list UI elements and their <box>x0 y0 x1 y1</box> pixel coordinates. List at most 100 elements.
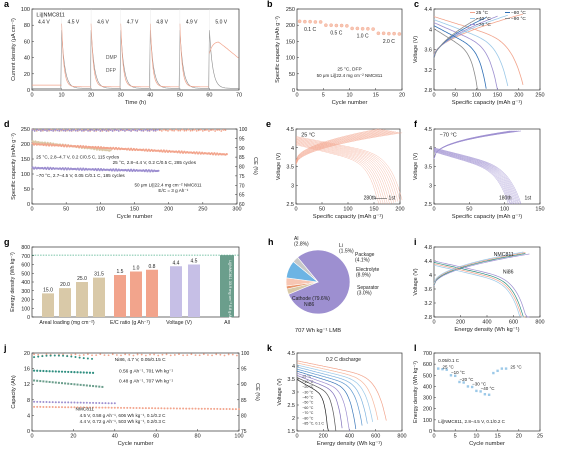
x-tick-label: 20 <box>399 93 405 99</box>
ce-point <box>44 129 46 132</box>
data-point <box>303 19 307 24</box>
ce-point <box>167 129 169 132</box>
x-tick-label: 10 <box>473 434 479 440</box>
y-tick-label: 0 <box>429 429 432 435</box>
capacity-point <box>85 401 88 404</box>
legend-label: −70 °C <box>476 22 491 28</box>
y-tick-label: 4 <box>429 27 432 33</box>
ce-point <box>91 357 94 360</box>
pie-caption: 707 Wh kg⁻¹ LMB <box>295 328 341 334</box>
ce-point <box>182 354 185 357</box>
x-axis-label: Energy density (Wh kg⁻¹) <box>454 327 519 333</box>
y-axis-label: Specific capacity (mAh g⁻¹) <box>275 16 281 83</box>
ce-point <box>82 354 85 356</box>
x-tick-label: 200 <box>319 434 328 440</box>
voltage-label: 4.5 V <box>68 20 80 26</box>
data-point <box>449 374 453 377</box>
capacity-point <box>98 406 101 409</box>
capacity-point <box>120 406 123 409</box>
ce-point <box>128 129 130 132</box>
discharge-curve <box>295 140 390 205</box>
capacity-point <box>98 402 101 405</box>
data-point <box>392 31 396 36</box>
series-DFP-line <box>61 23 92 88</box>
ce-point <box>201 130 204 132</box>
y-tick-label: 1.5 <box>287 429 295 435</box>
ce-point <box>146 129 149 132</box>
ce-point <box>54 128 57 131</box>
ce-point <box>70 129 73 132</box>
pie-label: (4.1%) <box>355 258 370 264</box>
charge-curve <box>295 131 398 165</box>
ce-point <box>78 354 81 357</box>
y-tick-label: 4 <box>429 273 432 279</box>
discharge-curve <box>433 262 526 318</box>
y-axis-label: Voltage (V) <box>413 36 419 63</box>
ce-point <box>177 129 180 132</box>
ce-point <box>82 357 85 360</box>
capacity-point <box>48 370 51 373</box>
x-tick-label: 250 <box>535 93 544 99</box>
ce-point <box>95 129 98 132</box>
ce-point <box>183 129 186 132</box>
x-tick-label: 800 <box>397 434 406 440</box>
bar-label: 31.5 <box>94 272 104 278</box>
y-tick-label: 3.6 <box>424 287 432 293</box>
discharge-curve <box>433 16 524 85</box>
bar <box>146 269 158 317</box>
y-tick-label: 800 <box>21 245 30 251</box>
point-label: −30 °C <box>472 381 487 386</box>
x-axis-label: Specific capacity (mAh g⁻¹) <box>452 214 522 220</box>
x-axis-label: Cycle number <box>117 214 153 220</box>
discharge-curve <box>295 143 384 205</box>
capacity-point <box>225 153 228 156</box>
y-tick-label: 3.6 <box>424 48 432 54</box>
capacity-point <box>64 370 67 373</box>
x-axis-label: Cycle number <box>118 441 154 447</box>
capacity-point <box>82 384 85 387</box>
capacity-point <box>36 379 39 382</box>
cycle-label: 1st <box>389 196 396 202</box>
x-tick-label: 20 <box>88 93 94 99</box>
capacity-point <box>54 406 57 409</box>
charge-curve <box>433 17 479 59</box>
ce-point <box>62 129 65 132</box>
ce-point <box>117 130 120 132</box>
capacity-point <box>95 401 98 404</box>
data-point <box>387 31 391 36</box>
capacity-point <box>219 407 222 410</box>
annotation: −70 °C <box>440 133 457 139</box>
ce-point <box>208 130 210 132</box>
y-tick-label: 100 <box>21 172 30 178</box>
y-tick-label: 250 <box>286 7 295 13</box>
ce-point <box>124 353 127 356</box>
capacity-point <box>172 407 175 410</box>
discharge-curve <box>433 151 511 205</box>
group-label: All <box>224 320 230 326</box>
y-tick-label: 3 <box>291 183 294 189</box>
capacity-point <box>147 407 150 410</box>
capacity-point <box>70 383 73 386</box>
bar-label: 15.0 <box>43 287 53 293</box>
y2-tick-label: 75 <box>241 429 247 435</box>
data-point <box>360 26 365 31</box>
y-tick-label: 4 <box>292 364 295 370</box>
pie-label: (1.5%) <box>339 249 354 255</box>
data-point <box>437 367 440 370</box>
capacity-point <box>213 407 216 410</box>
y-tick-label: 20 <box>24 351 30 357</box>
legend-label: −10 °C <box>302 380 314 384</box>
voltage-label: 4.6 V <box>97 20 109 26</box>
capacity-point <box>45 380 48 383</box>
panel-k: k 0 200 400 600 800 1.5 2 2.5 3 3.5 4 4.5 Energy dens… <box>267 343 407 447</box>
capacity-point <box>197 407 200 410</box>
y-tick-label: 0 <box>292 88 295 94</box>
y-axis-label: Energy density (Wh kg⁻¹) <box>10 252 16 312</box>
capacity-point <box>70 406 73 409</box>
bar <box>59 288 71 317</box>
ce-point <box>154 129 157 132</box>
x-axis-label: Time (h) <box>125 100 146 106</box>
y-tick-label: 4.4 <box>424 7 432 13</box>
capacity-point <box>33 400 36 403</box>
capacity-point <box>210 407 213 410</box>
